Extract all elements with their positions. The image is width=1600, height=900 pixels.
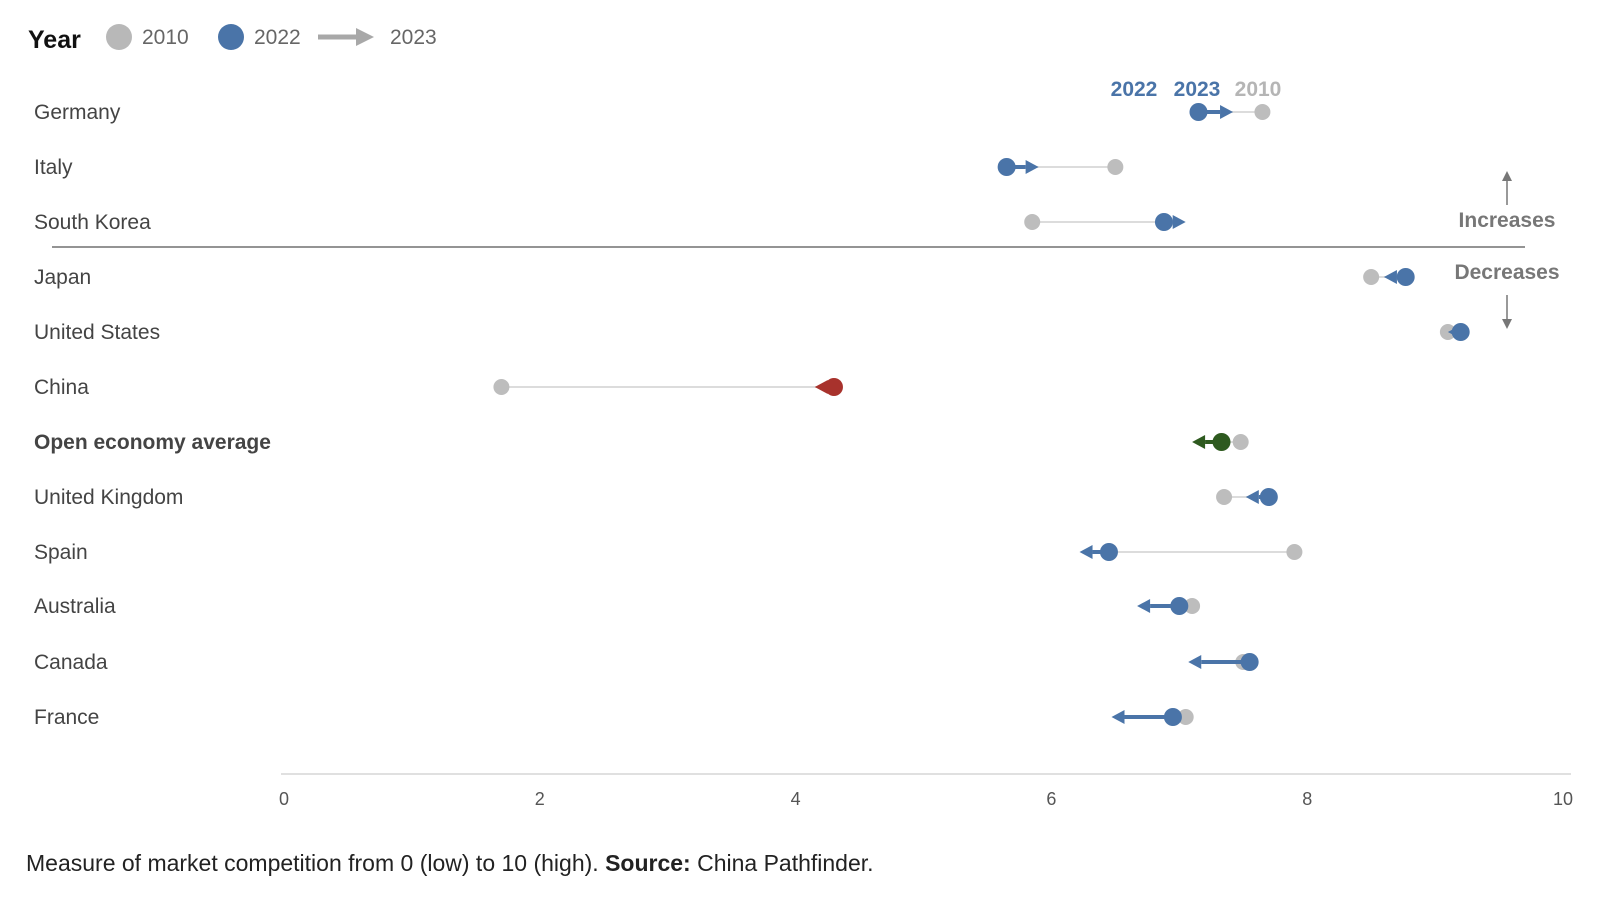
x-tick-label: 6 (1046, 789, 1056, 809)
germany-year-annotation: 2022 2023 2010 (1111, 78, 1282, 101)
dot-2022 (824, 378, 843, 396)
arrow-2023-head (1220, 105, 1234, 119)
dot-2022 (1259, 488, 1278, 506)
dot-2010 (1024, 214, 1041, 230)
dot-2010 (493, 379, 510, 395)
row-australia: Australia (34, 595, 1201, 618)
arrow-2023-head (1245, 490, 1259, 504)
legend: Year 2010 2022 2023 (28, 24, 437, 54)
row-japan: Japan (34, 266, 1415, 289)
dot-2022 (1163, 708, 1182, 726)
arrow-2023-head (1172, 215, 1186, 229)
country-label: Open economy average (34, 431, 271, 454)
dot-2022 (1240, 653, 1259, 671)
country-label: South Korea (34, 211, 151, 234)
country-label: Australia (34, 595, 116, 618)
country-label: Canada (34, 651, 108, 674)
dot-2010 (1286, 544, 1303, 560)
row-france: France (34, 706, 1194, 729)
dot-2022 (1154, 213, 1173, 231)
legend-2023-arrow-head (356, 28, 374, 46)
annotation-2010: 2010 (1235, 78, 1282, 101)
row-spain: Spain (34, 541, 1303, 564)
country-label: United Kingdom (34, 486, 183, 509)
legend-2022-label: 2022 (254, 26, 301, 49)
footer-source-label: Source: (605, 850, 691, 876)
dot-2010 (1216, 489, 1233, 505)
legend-title: Year (28, 26, 81, 54)
legend-2010-dot (106, 24, 132, 50)
decrease-arrow-icon (1502, 319, 1512, 329)
arrow-2023-head (1188, 655, 1202, 669)
country-label: France (34, 706, 99, 729)
x-tick-label: 0 (279, 789, 289, 809)
row-italy: Italy (34, 156, 1124, 179)
footer-source: China Pathfinder. (697, 850, 874, 876)
legend-2022-dot (218, 24, 244, 50)
dot-2022 (1212, 433, 1231, 451)
dot-2022 (1189, 103, 1208, 121)
direction-indicator: Increases Decreases (1454, 171, 1560, 329)
row-canada: Canada (34, 651, 1259, 674)
dot-2010 (1254, 104, 1271, 120)
country-label: China (34, 376, 89, 399)
dot-2010 (1177, 709, 1194, 725)
dot-2022 (1170, 597, 1189, 615)
arrow-2023-head (1383, 270, 1397, 284)
dot-2010 (1232, 434, 1249, 450)
country-label: Spain (34, 541, 88, 564)
dot-2022 (1451, 323, 1470, 341)
arrow-2023-head (1111, 710, 1125, 724)
row-united-kingdom: United Kingdom (34, 486, 1278, 509)
dot-2010 (1107, 159, 1124, 175)
decreases-label: Decreases (1454, 261, 1559, 284)
annotation-2022: 2022 (1111, 78, 1158, 101)
dot-2022 (997, 158, 1016, 176)
increases-label: Increases (1459, 209, 1556, 232)
annotation-2023: 2023 (1174, 78, 1221, 101)
row-south-korea: South Korea (34, 211, 1186, 234)
x-tick-label: 8 (1302, 789, 1312, 809)
legend-2023-label: 2023 (390, 26, 437, 49)
row-china: China (34, 376, 843, 399)
arrow-2023-head (1137, 599, 1151, 613)
legend-2010-label: 2010 (142, 26, 189, 49)
x-tick-label: 10 (1553, 789, 1573, 809)
row-germany: Germany (34, 101, 1271, 124)
x-tick-label: 2 (535, 789, 545, 809)
arrow-2023-head (814, 380, 828, 394)
dot-2022 (1099, 543, 1118, 561)
country-label: Germany (34, 101, 121, 124)
row-united-states: United States (34, 321, 1470, 344)
chart-rows: Germany Italy South Korea Japan United State… (34, 101, 1470, 729)
footer-description: Measure of market competition from 0 (lo… (26, 850, 599, 876)
x-tick-label: 4 (791, 789, 801, 809)
dot-2022 (1396, 268, 1415, 286)
country-label: Japan (34, 266, 91, 289)
country-label: Italy (34, 156, 73, 179)
row-open-economy-average: Open economy average (34, 431, 1249, 454)
x-axis: 0 2 4 6 8 10 (279, 773, 1573, 809)
increase-arrow-icon (1502, 171, 1512, 181)
dot-2010 (1363, 269, 1380, 285)
dot-2010 (1184, 598, 1201, 614)
arrow-2023-head (1079, 545, 1093, 559)
arrow-2023-head (1025, 160, 1039, 174)
footer-note: Measure of market competition from 0 (lo… (26, 850, 874, 877)
arrow-2023-head (1192, 435, 1206, 449)
country-label: United States (34, 321, 160, 344)
